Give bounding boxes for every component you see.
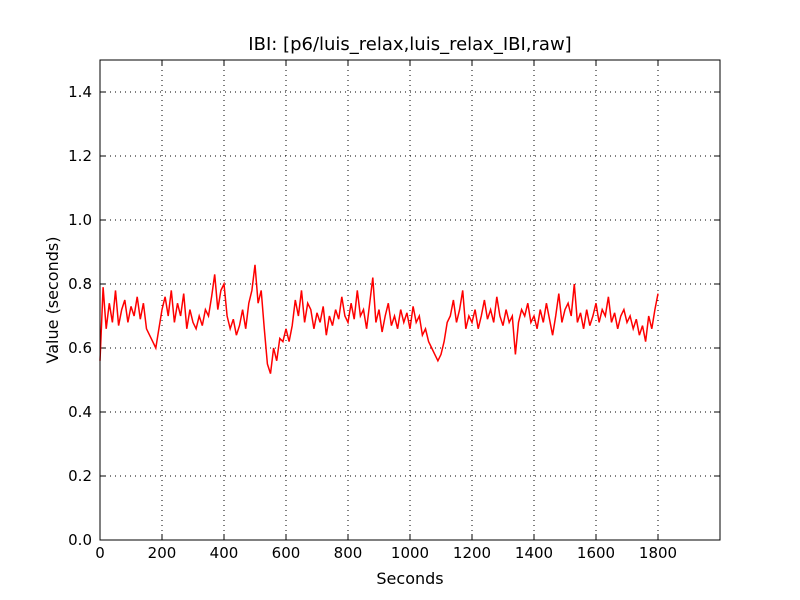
x-tick-label: 1600 — [577, 544, 615, 562]
x-tick-label: 1000 — [391, 544, 429, 562]
y-tick-label: 1.2 — [68, 147, 92, 165]
x-tick-label: 600 — [272, 544, 301, 562]
y-tick-label: 0.2 — [68, 467, 92, 485]
x-axis-label: Seconds — [376, 569, 443, 588]
y-tick-label: 1.0 — [68, 211, 92, 229]
y-tick-label: 0.6 — [68, 339, 92, 357]
data-line — [99, 264, 659, 374]
y-axis-label: Value (seconds) — [43, 237, 62, 364]
x-tick-label: 200 — [148, 544, 177, 562]
x-tick-label: 800 — [334, 544, 363, 562]
y-tick-label: 0.4 — [68, 403, 92, 421]
chart-title: IBI: [p6/luis_relax,luis_relax_IBI,raw] — [248, 34, 571, 55]
y-tick-label: 0.0 — [68, 531, 92, 549]
x-tick-label: 1400 — [515, 544, 553, 562]
x-tick-label: 1200 — [453, 544, 491, 562]
plot-frame — [99, 59, 721, 541]
y-tick-label: 1.4 — [68, 83, 92, 101]
x-tick-label: 1800 — [639, 544, 677, 562]
x-tick-label: 0 — [95, 544, 105, 562]
x-tick-label: 400 — [210, 544, 239, 562]
y-tick-label: 0.8 — [68, 275, 92, 293]
